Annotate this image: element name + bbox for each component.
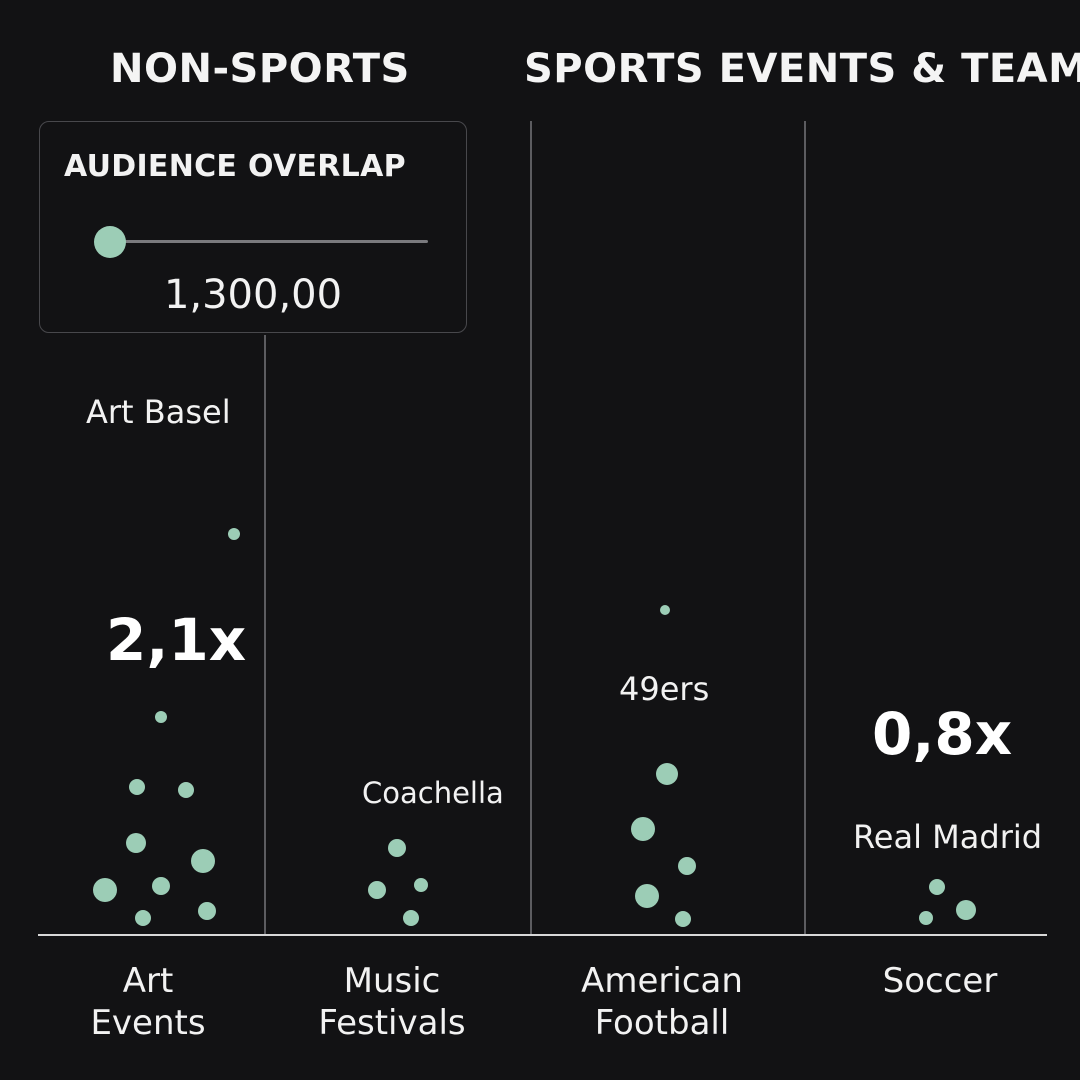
audience-overlap-title: AUDIENCE OVERLAP xyxy=(64,149,406,184)
bubble-art xyxy=(129,779,145,795)
bubble-art xyxy=(228,528,240,540)
category-label-music-festivals: Music Festivals xyxy=(318,960,465,1044)
audience-overlap-panel: AUDIENCE OVERLAP 1,300,00 xyxy=(39,121,467,333)
bubble-football xyxy=(635,884,659,908)
bubble-art xyxy=(152,877,170,895)
column-divider xyxy=(264,335,266,935)
category-label-american-football: American Football xyxy=(581,960,743,1044)
bubble-football xyxy=(675,911,691,927)
bubble-soccer xyxy=(956,900,976,920)
audience-overlap-slider-track[interactable] xyxy=(110,240,428,243)
category-label-line: Football xyxy=(594,1003,730,1043)
non-sports-header: NON-SPORTS xyxy=(110,46,410,92)
bubble-music xyxy=(368,881,386,899)
category-label-line: Music xyxy=(343,961,441,1001)
highlight-label-art-basel: Art Basel xyxy=(86,393,231,431)
audience-overlap-value: 1,300,00 xyxy=(163,272,343,318)
bubble-music xyxy=(388,839,406,857)
bubble-football xyxy=(631,817,655,841)
bubble-art xyxy=(178,782,194,798)
bubble-music xyxy=(414,878,428,892)
category-label-line: Art xyxy=(122,961,174,1001)
column-divider xyxy=(530,121,532,935)
bubble-soccer xyxy=(919,911,933,925)
bubble-art xyxy=(155,711,167,723)
bubble-football xyxy=(660,605,670,615)
category-label-soccer: Soccer xyxy=(883,960,998,1002)
x-axis-baseline xyxy=(38,934,1047,936)
column-divider xyxy=(804,121,806,935)
category-label-line: Soccer xyxy=(882,961,998,1001)
bubble-art xyxy=(126,833,146,853)
multiplier-soccer: 0,8x xyxy=(872,700,1013,768)
bubble-art xyxy=(191,849,215,873)
bubble-football xyxy=(678,857,696,875)
category-label-line: Events xyxy=(90,1003,206,1043)
multiplier-art-events: 2,1x xyxy=(106,606,247,674)
bubble-soccer xyxy=(929,879,945,895)
bubble-art xyxy=(93,878,117,902)
highlight-label-real-madrid: Real Madrid xyxy=(853,818,1043,856)
bubble-art xyxy=(135,910,151,926)
highlight-label-coachella: Coachella xyxy=(362,776,504,810)
sports-header: SPORTS EVENTS & TEAMS xyxy=(524,46,1080,92)
highlight-label-49ers: 49ers xyxy=(619,670,710,708)
bubble-music xyxy=(403,910,419,926)
audience-overlap-slider-thumb[interactable] xyxy=(94,226,126,258)
category-label-art-events: Art Events xyxy=(90,960,205,1044)
category-label-line: American xyxy=(581,961,743,1001)
category-label-line: Festivals xyxy=(318,1003,466,1043)
bubble-football xyxy=(656,763,678,785)
bubble-art xyxy=(198,902,216,920)
